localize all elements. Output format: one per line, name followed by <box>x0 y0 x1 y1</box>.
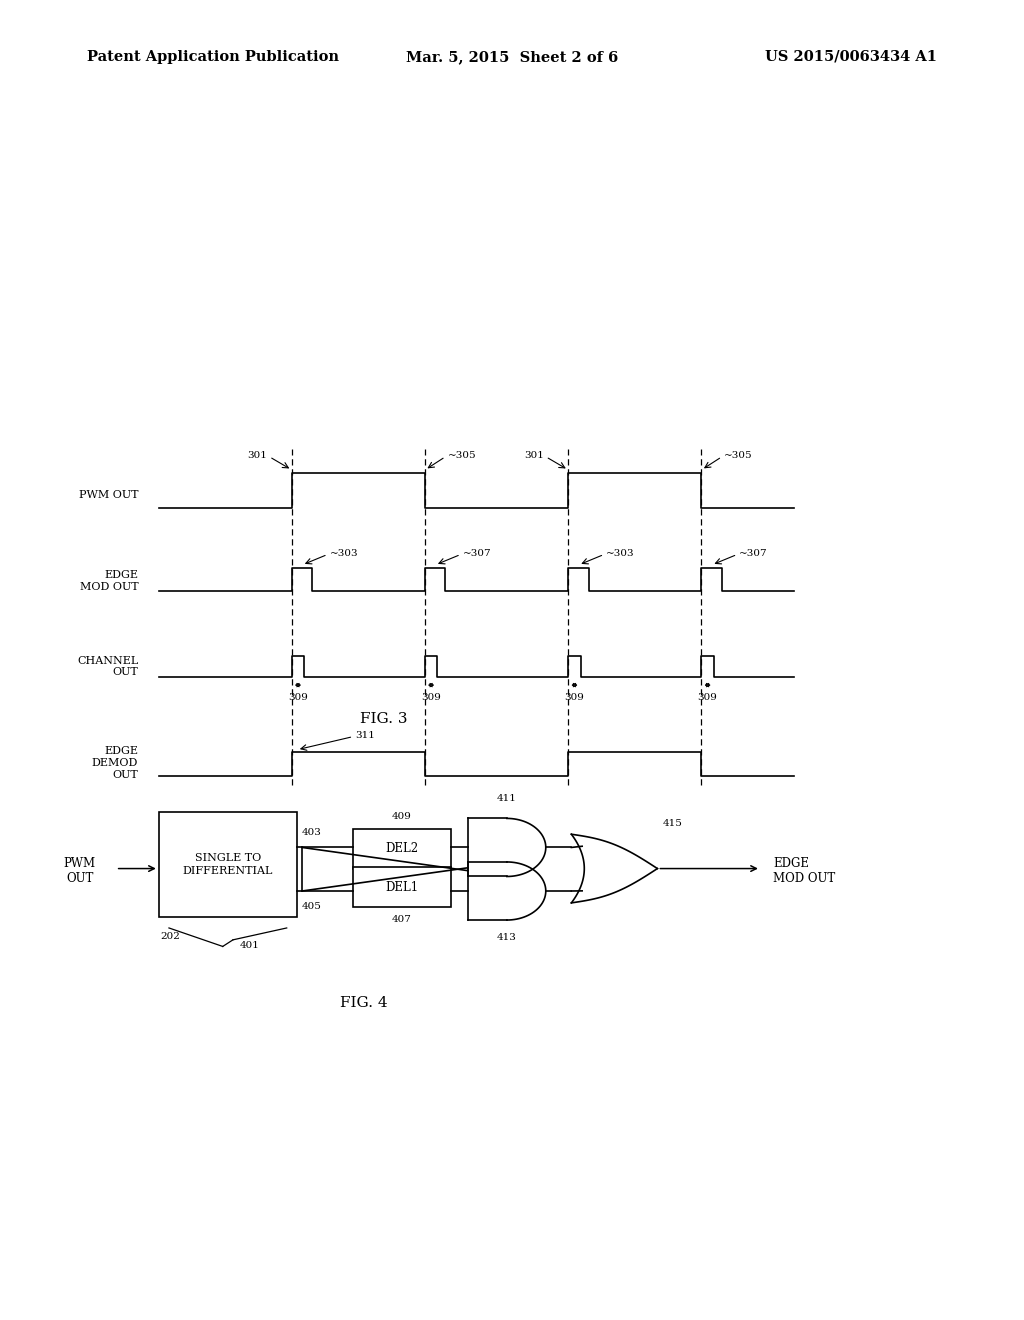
Text: PWM
OUT: PWM OUT <box>63 857 96 886</box>
Text: Patent Application Publication: Patent Application Publication <box>87 50 339 63</box>
Text: Mar. 5, 2015  Sheet 2 of 6: Mar. 5, 2015 Sheet 2 of 6 <box>406 50 618 63</box>
Text: ~303: ~303 <box>330 549 358 557</box>
Text: 411: 411 <box>497 793 517 803</box>
Text: 311: 311 <box>355 731 375 739</box>
Text: SINGLE TO
DIFFERENTIAL: SINGLE TO DIFFERENTIAL <box>182 854 273 875</box>
Text: 301: 301 <box>248 451 267 459</box>
Bar <box>353 829 451 869</box>
Text: 202: 202 <box>161 932 180 941</box>
Text: ~305: ~305 <box>724 451 753 459</box>
Text: FIG. 3: FIG. 3 <box>360 713 408 726</box>
Text: 407: 407 <box>392 915 412 924</box>
Text: ~303: ~303 <box>606 549 635 557</box>
Text: ~307: ~307 <box>463 549 492 557</box>
Text: 309: 309 <box>697 693 718 702</box>
Text: 413: 413 <box>497 933 517 942</box>
Text: 309: 309 <box>288 693 308 702</box>
Text: 403: 403 <box>302 828 322 837</box>
Text: 309: 309 <box>421 693 441 702</box>
Text: ~307: ~307 <box>739 549 768 557</box>
Text: FIG. 4: FIG. 4 <box>340 997 387 1010</box>
Text: DEL1: DEL1 <box>385 880 419 894</box>
Text: US 2015/0063434 A1: US 2015/0063434 A1 <box>765 50 937 63</box>
Text: PWM OUT: PWM OUT <box>79 490 138 500</box>
Text: 415: 415 <box>663 818 682 828</box>
Bar <box>353 867 451 907</box>
Text: 401: 401 <box>240 941 260 949</box>
Text: EDGE
MOD OUT: EDGE MOD OUT <box>80 570 138 591</box>
Text: DEL2: DEL2 <box>385 842 419 855</box>
Text: 301: 301 <box>524 451 544 459</box>
Bar <box>159 812 297 917</box>
Text: 405: 405 <box>302 902 322 911</box>
Text: EDGE
MOD OUT: EDGE MOD OUT <box>773 857 836 886</box>
Text: 409: 409 <box>392 812 412 821</box>
Text: ~305: ~305 <box>447 451 476 459</box>
Text: EDGE
DEMOD
OUT: EDGE DEMOD OUT <box>92 746 138 780</box>
Text: CHANNEL
OUT: CHANNEL OUT <box>77 656 138 677</box>
Text: 309: 309 <box>564 693 585 702</box>
